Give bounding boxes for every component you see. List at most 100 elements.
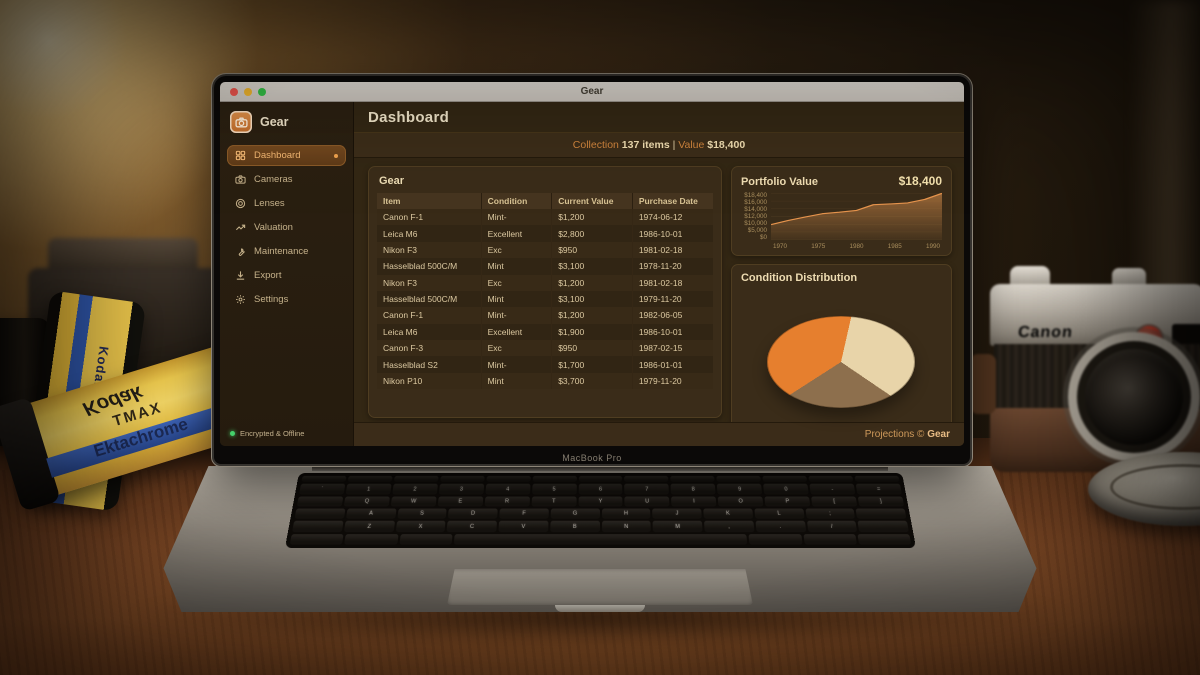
keyboard-key xyxy=(293,508,345,520)
keyboard-key: A xyxy=(345,508,396,520)
sidebar-item-label: Dashboard xyxy=(254,150,301,161)
export-icon xyxy=(235,270,246,281)
sidebar-item-dashboard[interactable]: Dashboard xyxy=(227,145,346,166)
sidebar-item-export[interactable]: Export xyxy=(227,265,346,286)
y-tick-label: $5,000 xyxy=(747,227,767,234)
table-row[interactable]: Canon F-1 Mint- $1,200 1974-06-12 xyxy=(377,209,713,226)
sidebar-item-label: Valuation xyxy=(254,222,293,233)
sidebar-item-lenses[interactable]: Lenses xyxy=(227,193,346,214)
gear-table-title: Gear xyxy=(379,175,405,187)
table-row[interactable]: Leica M6 Excellent $2,800 1986-10-01 xyxy=(377,225,713,242)
page-title: Dashboard xyxy=(368,109,450,126)
keyboard-key xyxy=(296,496,343,507)
portfolio-card-header: Portfolio Value $18,400 xyxy=(741,174,942,188)
table-row[interactable]: Nikon F3 Exc $1,200 1981-02-18 xyxy=(377,274,713,291)
table-row[interactable]: Nikon P10 Mint $3,700 1979-11-20 xyxy=(377,372,713,390)
portfolio-title: Portfolio Value xyxy=(740,176,818,188)
sidebar-item-cameras[interactable]: Cameras xyxy=(227,169,346,190)
camera-brand-text: Canon xyxy=(1017,324,1074,341)
keyboard-key: 2 xyxy=(391,484,438,495)
table-row[interactable]: Hasselblad 500C/M Mint $3,100 1978-11-20 xyxy=(377,258,713,275)
rangefinder-camera: Canon xyxy=(970,258,1200,486)
table-cell: Mint xyxy=(481,290,553,308)
keyboard-key: S xyxy=(396,508,447,520)
sidebar: Gear Dashboard Cameras Lenses Valuation Main… xyxy=(220,102,354,446)
gear-table-card: Gear Item Condition Current Value Purchase … xyxy=(368,166,722,418)
table-cell: Hasselblad S2 xyxy=(377,356,482,373)
summary-divider: | xyxy=(672,139,676,151)
close-button[interactable] xyxy=(230,87,238,96)
x-tick-label: 1985 xyxy=(887,243,902,250)
y-tick-label: $14,000 xyxy=(744,206,767,213)
camera-strap xyxy=(970,354,996,414)
keyboard-key xyxy=(670,475,715,483)
encryption-status: Encrypted & Offline xyxy=(240,429,305,438)
credit-brand: Gear xyxy=(927,429,950,440)
sidebar-item-maintenance[interactable]: Maintenance xyxy=(227,241,346,262)
sidebar-item-valuation[interactable]: Valuation xyxy=(227,217,346,238)
keyboard-key: = xyxy=(855,484,902,495)
portfolio-chart: $18,400 $16,000 $14,000 $12,000 $10,000 $5,00… xyxy=(741,192,942,241)
table-cell: Nikon F3 xyxy=(377,241,482,259)
camera-top-plate: Canon xyxy=(990,284,1200,352)
table-cell: Exc xyxy=(481,241,553,259)
keyboard-key xyxy=(716,475,761,483)
table-row[interactable]: Hasselblad 500C/M Mint $3,100 1979-11-20 xyxy=(377,290,713,308)
keyboard-key xyxy=(856,533,911,545)
table-cell: 1979-11-20 xyxy=(632,372,713,390)
minimize-button[interactable] xyxy=(244,87,252,96)
settings-icon xyxy=(235,294,246,305)
table-row[interactable]: Nikon F3 Exc $950 1981-02-18 xyxy=(377,241,713,259)
keyboard-key: 7 xyxy=(624,484,669,495)
table-cell: Exc xyxy=(481,274,553,291)
keyboard-key xyxy=(485,475,530,483)
keyboard-key: ; xyxy=(804,508,855,520)
zoom-button[interactable] xyxy=(258,87,266,96)
keyboard-key: R xyxy=(483,496,530,507)
sidebar-item-settings[interactable]: Settings xyxy=(227,289,346,310)
x-axis-labels: 1970 1975 1980 1985 1990 xyxy=(741,241,942,250)
laptop-screen: Gear Gear Dashboard Cameras Lenses Valuatio… xyxy=(220,82,964,446)
keyboard-key: Y xyxy=(577,496,623,507)
app-logo-row: Gear xyxy=(220,102,353,143)
y-tick-label: $16,000 xyxy=(744,199,767,206)
keyboard-key xyxy=(748,533,802,545)
table-row[interactable]: Hasselblad S2 Mint- $1,700 1986-01-01 xyxy=(377,356,713,373)
table-cell: $3,100 xyxy=(551,258,633,275)
table-cell: 1981-02-18 xyxy=(632,274,713,291)
table-row[interactable]: Canon F-1 Mint- $1,200 1982-06-05 xyxy=(377,307,713,324)
lens-icon xyxy=(235,198,246,209)
value-amount: $18,400 xyxy=(707,139,746,151)
keyboard-key: N xyxy=(601,521,651,532)
x-tick-label: 1975 xyxy=(811,243,826,250)
camera-icon xyxy=(235,174,246,185)
table-cell: Excellent xyxy=(481,225,553,242)
area-chart-plot xyxy=(770,192,942,241)
table-row[interactable]: Leica M6 Excellent $1,900 1986-10-01 xyxy=(377,323,713,340)
table-cell: $1,200 xyxy=(551,209,633,226)
keyboard-key xyxy=(300,475,346,483)
table-cell: Mint xyxy=(481,258,553,275)
table-cell: $3,700 xyxy=(551,372,633,390)
table-cell: 1982-06-05 xyxy=(632,307,713,324)
keyboard-key: - xyxy=(809,484,855,495)
dashboard-content: Gear Item Condition Current Value Purchase … xyxy=(354,158,964,444)
keyboard-key: ` xyxy=(298,484,345,495)
keyboard-key: Z xyxy=(343,521,395,532)
keyboard-key: 5 xyxy=(531,484,576,495)
keyboard-key xyxy=(398,533,452,545)
tin-ring xyxy=(1110,464,1200,510)
keyboard-key: D xyxy=(447,508,498,520)
laptop-keyboard: ` 1 2 3 4 5 6 7 8 9 0- = Q W E R T Y U I O P[] A S D F G H J K L; Z X C V B… xyxy=(284,473,916,548)
table-row[interactable]: Canon F-3 Exc $950 1987-02-15 xyxy=(377,340,713,357)
keyboard-key xyxy=(854,475,900,483)
credit-prefix: Projections © xyxy=(864,429,928,440)
sidebar-footer: Encrypted & Offline xyxy=(220,421,353,446)
keyboard-key: L xyxy=(753,508,804,520)
keyboard-key: C xyxy=(446,521,497,532)
trend-icon xyxy=(235,222,246,233)
window-title: Gear xyxy=(580,86,604,97)
x-tick-label: 1980 xyxy=(849,243,864,250)
table-cell: $2,800 xyxy=(551,225,633,242)
table-cell: Mint- xyxy=(481,356,553,373)
